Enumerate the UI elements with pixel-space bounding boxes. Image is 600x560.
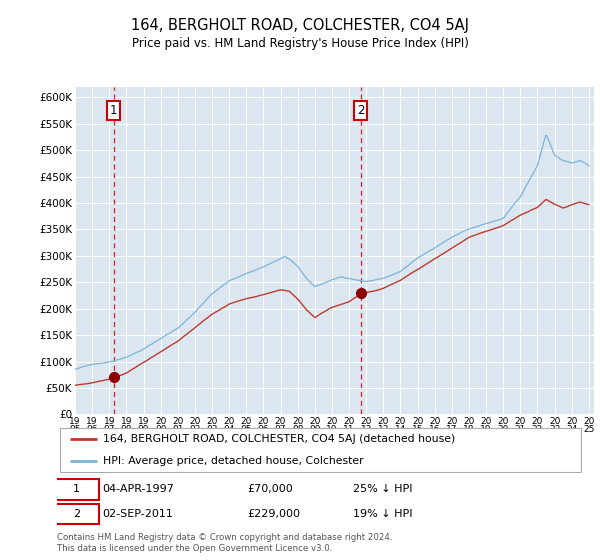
- Text: HPI: Average price, detached house, Colchester: HPI: Average price, detached house, Colc…: [103, 456, 364, 466]
- Text: Price paid vs. HM Land Registry's House Price Index (HPI): Price paid vs. HM Land Registry's House …: [131, 37, 469, 50]
- Text: 2: 2: [357, 104, 364, 117]
- Text: 1: 1: [110, 104, 117, 117]
- FancyBboxPatch shape: [55, 479, 99, 500]
- Text: 02-SEP-2011: 02-SEP-2011: [102, 509, 173, 519]
- Text: 164, BERGHOLT ROAD, COLCHESTER, CO4 5AJ: 164, BERGHOLT ROAD, COLCHESTER, CO4 5AJ: [131, 18, 469, 32]
- Text: 19% ↓ HPI: 19% ↓ HPI: [353, 509, 412, 519]
- Text: £70,000: £70,000: [247, 484, 293, 494]
- Text: 1: 1: [73, 484, 80, 494]
- Text: 25% ↓ HPI: 25% ↓ HPI: [353, 484, 412, 494]
- Text: Contains HM Land Registry data © Crown copyright and database right 2024.
This d: Contains HM Land Registry data © Crown c…: [57, 533, 392, 553]
- FancyBboxPatch shape: [55, 504, 99, 524]
- Text: 04-APR-1997: 04-APR-1997: [102, 484, 174, 494]
- Text: 2: 2: [73, 509, 80, 519]
- Text: 164, BERGHOLT ROAD, COLCHESTER, CO4 5AJ (detached house): 164, BERGHOLT ROAD, COLCHESTER, CO4 5AJ …: [103, 434, 456, 444]
- Text: £229,000: £229,000: [247, 509, 300, 519]
- FancyBboxPatch shape: [59, 428, 581, 472]
